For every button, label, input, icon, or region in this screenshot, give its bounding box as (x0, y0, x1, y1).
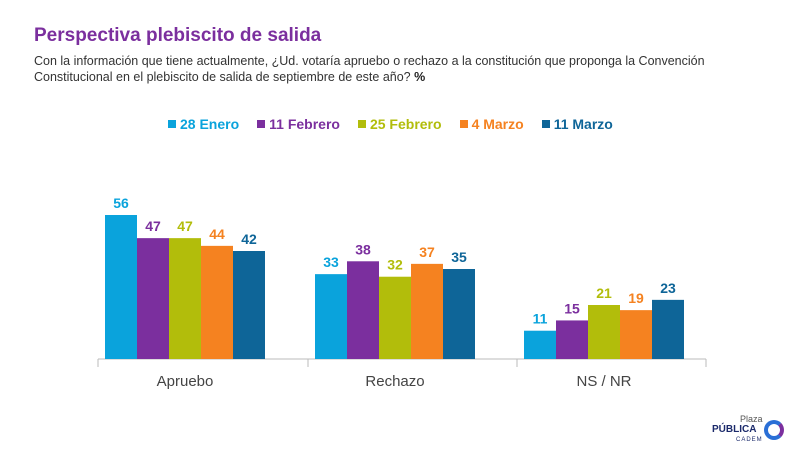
legend-swatch (541, 120, 550, 128)
legend-label: 11 Marzo (553, 116, 613, 132)
subtitle-text: Con la información que tiene actualmente… (34, 54, 705, 84)
bar (201, 245, 233, 359)
legend-label: 25 Febrero (369, 116, 442, 132)
data-label: 11 (533, 311, 548, 327)
logo-icon (764, 420, 784, 440)
bar (315, 274, 347, 359)
chart-title: Perspectiva plebiscito de salida (34, 25, 322, 46)
logo-text-3: CADEM (736, 437, 763, 443)
bar (524, 330, 556, 359)
data-label: 19 (628, 290, 644, 306)
bar (105, 215, 137, 359)
bar (588, 305, 620, 359)
legend-label: 4 Marzo (471, 116, 524, 132)
legend-label: 11 Febrero (269, 116, 340, 132)
legend-item: 11 Marzo (541, 116, 613, 132)
data-label: 33 (323, 254, 339, 270)
category-label: Apruebo (157, 373, 214, 390)
bar (379, 276, 411, 359)
data-label: 47 (145, 218, 161, 234)
plaza-publica-logo: Plaza PÚBLICA CADEM (710, 414, 790, 450)
bar (652, 299, 684, 359)
logo-text-1: Plaza (740, 414, 763, 424)
logo-text-2: PÚBLICA (712, 424, 757, 435)
bar (443, 269, 475, 359)
bar (169, 238, 201, 359)
data-label: 32 (387, 257, 403, 273)
legend-swatch (459, 120, 468, 128)
category-label: NS / NR (576, 373, 631, 390)
bar (620, 310, 652, 359)
bar (347, 261, 379, 359)
data-label: 23 (660, 280, 676, 296)
legend-swatch (357, 120, 366, 128)
legend-item: 4 Marzo (459, 116, 524, 132)
legend: 28 Enero 11 Febrero 25 Febrero 4 Marzo 11 Ma… (168, 116, 613, 132)
legend-label: 28 Enero (180, 116, 240, 132)
legend-item: 25 Febrero (357, 116, 442, 132)
subtitle-unit: % (414, 70, 426, 84)
bar (556, 320, 588, 359)
bar (137, 238, 169, 359)
legend-swatch (168, 120, 176, 128)
data-label: 56 (113, 195, 129, 211)
data-label: 38 (355, 241, 371, 257)
data-label: 15 (564, 300, 580, 316)
data-label: 42 (241, 231, 257, 247)
data-label: 35 (451, 249, 467, 265)
legend-item: 11 Febrero (257, 116, 340, 132)
data-label: 21 (596, 285, 612, 301)
bar (411, 263, 443, 359)
data-label: 37 (419, 244, 435, 260)
bar (233, 251, 265, 359)
legend-item: 28 Enero (168, 116, 239, 132)
chart-subtitle: Con la información que tiene actualmente… (34, 53, 734, 85)
category-label: Rechazo (365, 373, 424, 390)
data-label: 44 (209, 226, 225, 242)
legend-swatch (257, 120, 266, 128)
data-label: 47 (177, 218, 193, 234)
